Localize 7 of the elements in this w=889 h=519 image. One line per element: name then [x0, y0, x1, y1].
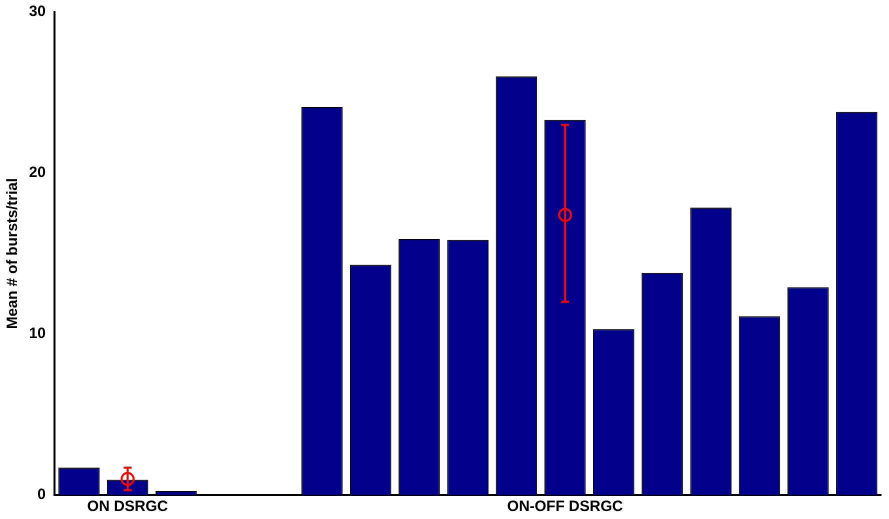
y-tick-label: 10 — [28, 325, 46, 342]
x-tick-label: ON-OFF DSRGC — [507, 498, 624, 516]
y-tick-label: 0 — [37, 486, 46, 504]
x-tick-label: ON DSRGC — [87, 498, 168, 516]
y-axis-title: Mean # of bursts/trial — [4, 178, 22, 329]
y-tick-label: 20 — [28, 164, 46, 182]
y-tick-label: 30 — [28, 3, 46, 20]
